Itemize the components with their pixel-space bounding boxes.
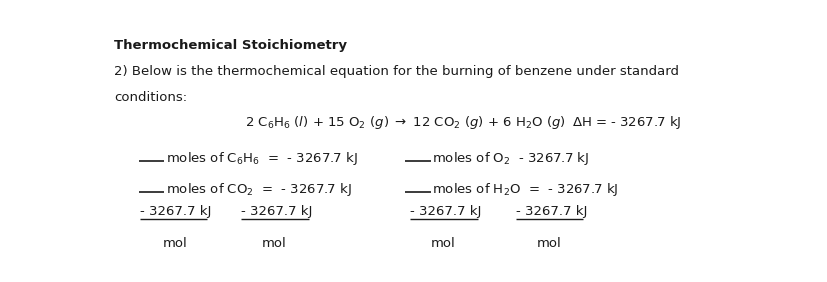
Text: moles of H$_2$O  =  - 3267.7 kJ: moles of H$_2$O = - 3267.7 kJ bbox=[432, 181, 618, 199]
Text: - 3267.7 kJ: - 3267.7 kJ bbox=[409, 205, 481, 218]
Text: mol: mol bbox=[162, 237, 187, 250]
Text: Thermochemical Stoichiometry: Thermochemical Stoichiometry bbox=[114, 39, 347, 52]
Text: mol: mol bbox=[430, 237, 455, 250]
Text: conditions:: conditions: bbox=[114, 91, 187, 104]
Text: $\Delta$H = - 3267.7 kJ: $\Delta$H = - 3267.7 kJ bbox=[571, 114, 681, 131]
Text: - 3267.7 kJ: - 3267.7 kJ bbox=[241, 205, 313, 218]
Text: moles of C$_6$H$_6$  =  - 3267.7 kJ: moles of C$_6$H$_6$ = - 3267.7 kJ bbox=[165, 150, 357, 167]
Text: mol: mol bbox=[261, 237, 286, 250]
Text: moles of O$_2$  - 3267.7 kJ: moles of O$_2$ - 3267.7 kJ bbox=[432, 150, 588, 167]
Text: moles of CO$_2$  =  - 3267.7 kJ: moles of CO$_2$ = - 3267.7 kJ bbox=[165, 181, 351, 199]
Text: 2) Below is the thermochemical equation for the burning of benzene under standar: 2) Below is the thermochemical equation … bbox=[114, 65, 679, 78]
Text: - 3267.7 kJ: - 3267.7 kJ bbox=[140, 205, 211, 218]
Text: - 3267.7 kJ: - 3267.7 kJ bbox=[515, 205, 587, 218]
Text: mol: mol bbox=[536, 237, 561, 250]
Text: 2 C$_6$H$_6$ ($\it{l}$) + 15 O$_2$ ($\it{g}$) $\rightarrow$ 12 CO$_2$ ($\it{g}$): 2 C$_6$H$_6$ ($\it{l}$) + 15 O$_2$ ($\it… bbox=[245, 114, 565, 131]
